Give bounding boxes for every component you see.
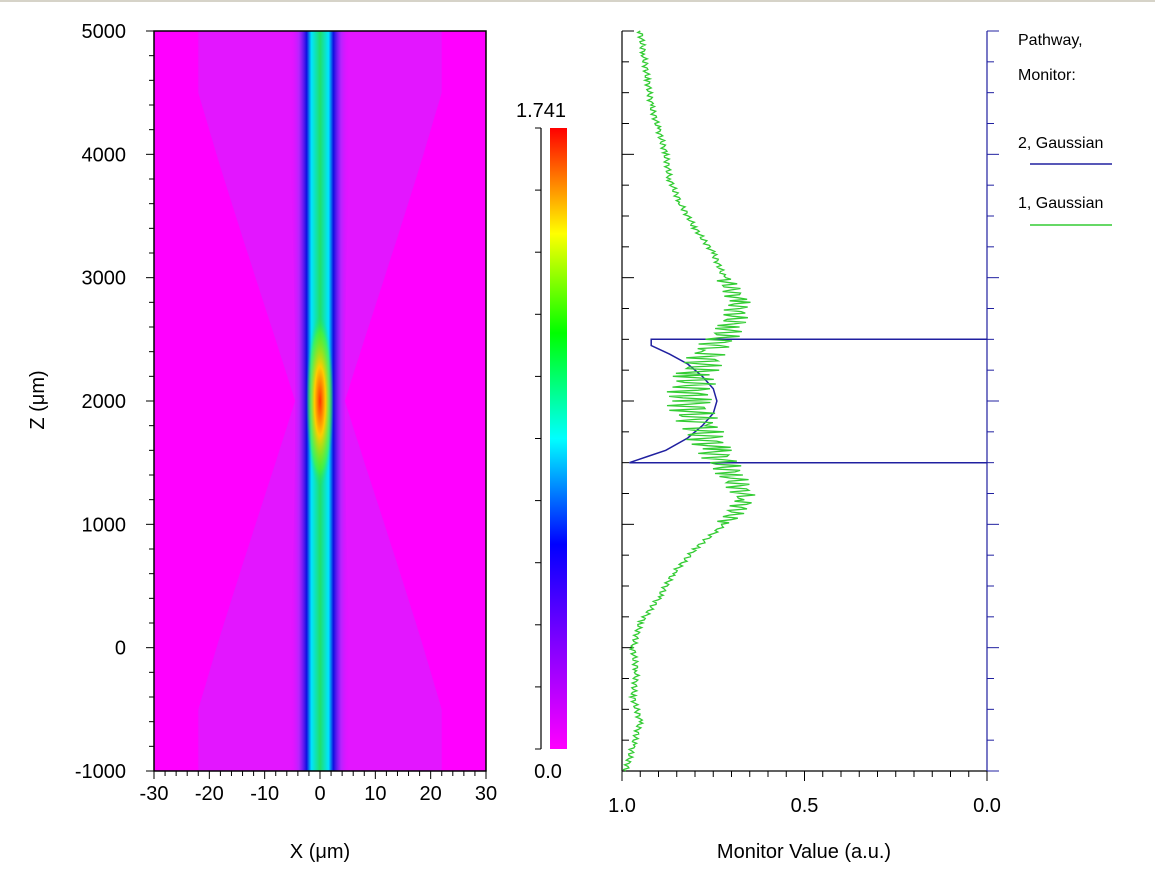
colorbar: 1.741 0.0 bbox=[516, 100, 567, 783]
y-tick-label: 4000 bbox=[82, 144, 127, 166]
legend-title-line-2: Monitor: bbox=[1018, 67, 1076, 84]
y-tick-label: 2000 bbox=[82, 391, 127, 413]
heatmap-panel: -30 -20 -10 0 10 20 30 -1000 0 1000 2000 3000 4000 5… bbox=[27, 21, 497, 863]
legend-entry-2-gaussian: 2, Gaussian bbox=[1018, 135, 1103, 152]
x-tick-label: 20 bbox=[420, 783, 442, 805]
x-tick-label: -30 bbox=[140, 783, 169, 805]
legend: Pathway, Monitor: 2, Gaussian 1, Gaussia… bbox=[1018, 32, 1112, 226]
x-tick-label: -20 bbox=[195, 783, 224, 805]
x-tick-label: 0 bbox=[314, 783, 325, 805]
heatmap-x-axis-label: X (μm) bbox=[290, 841, 350, 863]
line-panel-x-ticks bbox=[621, 771, 988, 781]
heatmap-x-tick-labels: -30 -20 -10 0 10 20 30 bbox=[140, 783, 498, 805]
heatmap-y-ticks bbox=[146, 30, 154, 772]
line-x-tick-label: 1.0 bbox=[608, 795, 636, 817]
line-panel-x-tick-labels: 1.0 0.5 0.0 bbox=[608, 795, 1001, 817]
line-panel: 1.0 0.5 0.0 Monitor Value (a.u.) bbox=[608, 30, 1001, 863]
y-tick-label: 3000 bbox=[82, 268, 127, 290]
x-tick-label: 30 bbox=[475, 783, 497, 805]
heatmap-y-tick-labels: -1000 0 1000 2000 3000 4000 5000 bbox=[75, 21, 126, 783]
colorbar-min-label: 0.0 bbox=[534, 761, 562, 783]
colorbar-ticks bbox=[535, 127, 541, 750]
y-tick-label: 5000 bbox=[82, 21, 127, 43]
legend-entry-1-gaussian: 1, Gaussian bbox=[1018, 195, 1103, 212]
heatmap-x-ticks bbox=[153, 771, 487, 779]
y-tick-label: 0 bbox=[115, 638, 126, 660]
beam-focus-hotspot bbox=[306, 314, 334, 488]
line-panel-x-axis-label: Monitor Value (a.u.) bbox=[717, 841, 891, 863]
y-tick-label: -1000 bbox=[75, 761, 126, 783]
series-2-gaussian-line bbox=[629, 338, 987, 464]
line-x-tick-label: 0.5 bbox=[791, 795, 819, 817]
line-x-tick-label: 0.0 bbox=[973, 795, 1001, 817]
y-tick-label: 1000 bbox=[82, 514, 127, 536]
legend-title-line-1: Pathway, bbox=[1018, 32, 1083, 49]
window-top-border bbox=[0, 0, 1155, 2]
line-panel-y-ticks bbox=[622, 30, 999, 772]
x-tick-label: 10 bbox=[364, 783, 386, 805]
colorbar-max-label: 1.741 bbox=[516, 100, 566, 122]
x-tick-label: -10 bbox=[250, 783, 279, 805]
colorbar-gradient bbox=[550, 128, 567, 749]
heatmap-y-axis-label: Z (μm) bbox=[27, 370, 49, 429]
series-1-gaussian-line bbox=[622, 30, 756, 772]
